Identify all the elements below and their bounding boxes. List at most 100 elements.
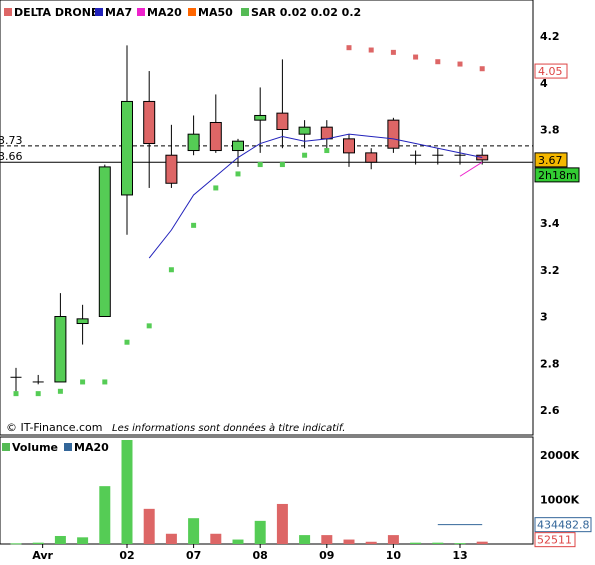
ref-line-label: 3.73	[0, 134, 23, 147]
sar-dot	[13, 391, 19, 397]
volume-bar	[365, 541, 377, 544]
sar-dot	[80, 379, 86, 385]
candlesticks	[10, 45, 489, 392]
sar-dot	[168, 267, 174, 273]
volume-bar	[32, 542, 44, 544]
legend-volume-ma20-swatch	[64, 443, 72, 451]
candle-body	[232, 140, 244, 152]
price-tags: 4.05 3.67 2h18m	[534, 63, 580, 183]
price-tick-label: 3.2	[540, 264, 560, 277]
legend-sar-swatch	[241, 8, 249, 16]
candle-body	[276, 112, 289, 130]
legend-sar: SAR 0.02 0.02 0.2	[251, 6, 361, 19]
volume-ma20-tag-box	[534, 517, 592, 533]
time-tag-box	[534, 167, 580, 183]
legend-volume-swatch	[2, 443, 10, 451]
volume-bar	[299, 535, 311, 544]
price-tick-label: 3.4	[540, 217, 560, 230]
legend-ma50-swatch	[188, 8, 196, 16]
volume-bar	[77, 537, 89, 544]
volume-bar	[143, 508, 155, 544]
price-tick-label: 3	[540, 311, 548, 324]
sar-dot	[235, 171, 241, 177]
volume-bars	[10, 440, 488, 545]
ref-line-label: 3.66	[0, 150, 23, 163]
time-tag-label: 2h18m	[538, 169, 577, 182]
candle-body	[343, 138, 355, 154]
volume-tick-label: 1000K	[540, 494, 580, 507]
sar-dot	[57, 388, 63, 394]
sar-dot	[413, 54, 419, 60]
volume-bar	[432, 542, 444, 544]
sar-dot	[457, 61, 463, 67]
x-axis: Avr 02 07 08 09 10 13	[32, 544, 468, 562]
disclaimer-text: Les informations sont données à titre in…	[112, 422, 345, 434]
legend-ma50: MA50	[198, 6, 233, 19]
legend-title-swatch	[4, 8, 12, 16]
candle-body	[187, 133, 200, 152]
volume-bar	[121, 440, 133, 544]
ma20-line	[459, 161, 483, 177]
volume-bar	[343, 539, 355, 544]
volume-bar	[476, 541, 488, 544]
sar-dot	[124, 339, 130, 345]
sar-last-tag-box	[534, 63, 568, 79]
volume-bar	[410, 542, 422, 544]
x-tick-label: 02	[119, 549, 134, 562]
sar-dot	[479, 66, 485, 72]
volume-last-tag-label: 52511	[537, 534, 572, 547]
price-tick-label: 4.2	[540, 30, 560, 43]
x-tick-label: 07	[186, 549, 201, 562]
sar-dot	[279, 162, 285, 168]
reference-lines: 3.73 3.66	[0, 134, 533, 163]
candle-body	[54, 316, 67, 383]
volume-bar	[210, 533, 222, 544]
volume-bar	[10, 543, 22, 545]
volume-tags: 434482.8 52511	[534, 517, 592, 548]
candle-body	[387, 119, 400, 149]
volume-bar	[54, 535, 66, 544]
last-price-tag-label: 3.67	[538, 154, 563, 167]
x-tick-label: 08	[253, 549, 268, 562]
candle-body	[320, 126, 333, 140]
legend-volume-ma20: MA20	[74, 441, 109, 454]
volume-axis: 2000K 1000K	[540, 449, 580, 507]
sar-dot	[302, 152, 308, 158]
moving-averages	[148, 133, 483, 259]
sar-dot	[146, 323, 152, 329]
sar-dot	[35, 391, 41, 397]
sar-dot	[390, 49, 396, 55]
chart-title: DELTA DRONE	[14, 6, 99, 19]
volume-tick-label: 2000K	[540, 449, 580, 462]
volume-last-tag-box	[534, 532, 576, 548]
sar-dot	[102, 379, 108, 385]
x-tick-label: Avr	[32, 549, 53, 562]
candle-body	[365, 152, 378, 163]
candle-body	[76, 318, 89, 325]
sar-dot	[191, 222, 197, 228]
volume-bar	[254, 520, 266, 544]
volume-bar	[276, 503, 288, 544]
legend-ma20-swatch	[137, 8, 145, 16]
candle-body	[165, 154, 178, 184]
sar-last-tag-label: 4.05	[538, 65, 563, 78]
volume-bar	[165, 533, 177, 544]
candle-body	[143, 100, 156, 145]
legend-volume: Volume	[12, 441, 58, 454]
x-tick-label: 13	[452, 549, 467, 562]
volume-ma20-tag-label: 434482.8	[537, 519, 590, 532]
legend-ma7: MA7	[105, 6, 132, 19]
last-price-tag-box	[534, 152, 568, 168]
price-tick-label: 2.6	[540, 404, 560, 417]
legend-ma7-swatch	[95, 8, 103, 16]
candle-body	[121, 100, 133, 196]
sar-dots	[13, 45, 485, 397]
price-panel-frame	[0, 0, 534, 436]
price-axis: 4.243.83.63.43.232.82.6	[540, 30, 560, 417]
price-tick-label: 4	[540, 77, 548, 90]
candle-body	[209, 121, 222, 152]
volume-bar	[321, 535, 333, 544]
x-tick-label: 09	[319, 549, 334, 562]
credit-text: © IT-Finance.com	[6, 421, 103, 434]
